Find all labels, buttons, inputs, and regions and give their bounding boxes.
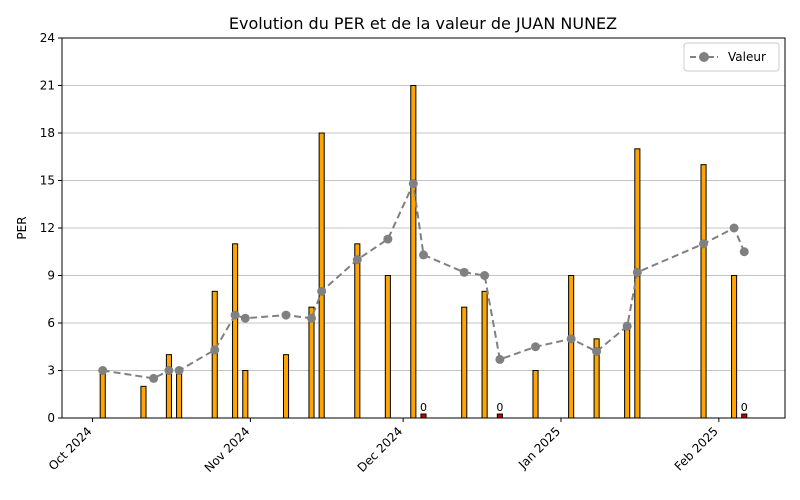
bar: [624, 322, 631, 419]
bar: [165, 354, 172, 419]
valeur-point: [306, 313, 316, 323]
valeur-point: [419, 250, 428, 260]
valeur-point: [149, 373, 159, 383]
bar: [282, 354, 290, 419]
y-tick-label: 6: [47, 316, 55, 330]
y-tick-label: 9: [47, 269, 55, 283]
y-axis-label: PER: [15, 216, 29, 239]
bar-zero: [741, 413, 748, 419]
valeur-point: [592, 347, 602, 356]
valeur-point: [566, 334, 576, 344]
y-tick-label: 0: [47, 411, 55, 425]
bar: [318, 132, 325, 419]
valeur-point: [230, 310, 240, 320]
bar-zero: [496, 413, 503, 419]
bar: [700, 164, 707, 419]
legend-label: Valeur: [728, 50, 766, 64]
y-tick-label: 12: [40, 221, 55, 235]
valeur-point: [240, 313, 250, 323]
chart-title: Evolution du PER et de la valeur de JUAN…: [229, 14, 617, 33]
legend-marker: [699, 52, 709, 62]
valeur-point: [210, 345, 220, 355]
valeur-point: [408, 179, 418, 189]
bar: [384, 275, 391, 419]
bar: [568, 275, 575, 419]
y-tick-label: 24: [40, 31, 55, 45]
bar: [731, 275, 738, 419]
bar: [99, 370, 106, 419]
bar-zero-label: 0: [741, 401, 748, 414]
valeur-point: [383, 234, 393, 244]
legend: Valeur: [683, 42, 780, 72]
y-tick-label: 15: [40, 174, 55, 188]
y-tick-label: 18: [40, 126, 55, 140]
valeur-point: [98, 366, 108, 375]
valeur-point: [632, 267, 642, 277]
valeur-point: [739, 247, 749, 257]
y-axis: 0 3 6 9 12 15 18 21 24: [40, 31, 62, 425]
valeur-point: [699, 239, 709, 249]
bar-zero-label: 0: [420, 401, 427, 414]
bar: [354, 243, 361, 419]
legend-box: [683, 42, 780, 72]
valeur-point: [281, 310, 291, 320]
valeur-point: [480, 271, 490, 280]
bar: [481, 290, 488, 419]
valeur-point: [729, 223, 739, 233]
valeur-point: [174, 366, 184, 375]
valeur-point: [164, 366, 174, 375]
bar: [232, 243, 239, 419]
bar: [242, 370, 249, 419]
valeur-point: [622, 321, 632, 331]
bar: [176, 370, 183, 419]
bars: 0 0 0: [99, 85, 748, 419]
valeur-point: [495, 354, 505, 364]
valeur-point: [317, 286, 327, 296]
valeur-series: [98, 179, 749, 383]
y-tick-label: 21: [40, 79, 55, 93]
bar-zero: [420, 413, 427, 419]
bar: [410, 85, 417, 419]
bar: [211, 290, 218, 419]
bar-zero-label: 0: [496, 401, 503, 414]
bar: [308, 306, 315, 419]
bar: [461, 306, 468, 419]
bar: [140, 385, 147, 419]
y-tick-label: 3: [47, 364, 55, 378]
bar: [532, 370, 539, 419]
valeur-point: [531, 342, 541, 352]
valeur-point: [459, 267, 469, 277]
valeur-point: [352, 255, 362, 265]
